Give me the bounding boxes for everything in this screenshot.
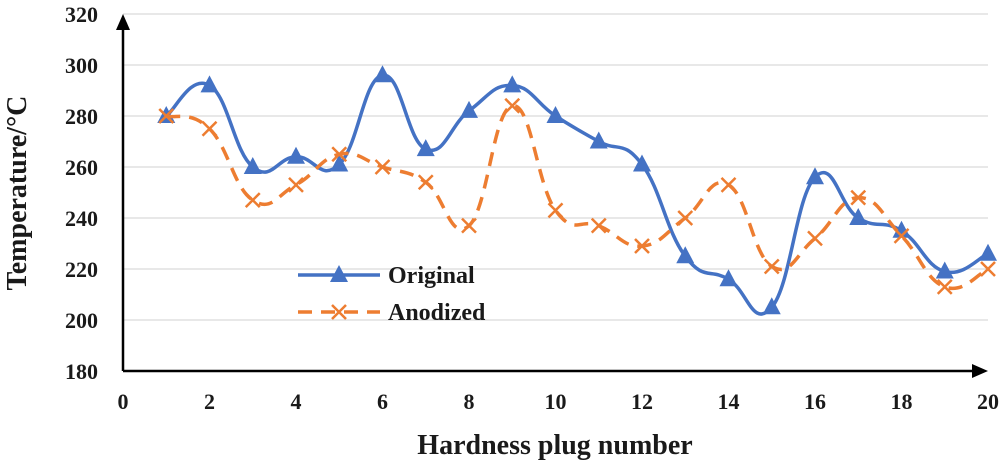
series-anodized	[158, 97, 996, 295]
x-tick-label-14: 14	[718, 389, 740, 414]
legend: Original Anodized	[298, 263, 486, 326]
point-original-4	[287, 146, 305, 164]
point-original-18	[892, 220, 911, 238]
point-anodized-13	[677, 210, 694, 226]
legend-marker-anodized	[331, 304, 347, 320]
point-anodized-15	[763, 258, 780, 275]
legend-label-anodized: Anodized	[388, 300, 486, 326]
y-tick-label-220: 220	[65, 257, 98, 282]
x-tick-label-16: 16	[804, 389, 826, 414]
series	[157, 65, 997, 316]
legend-item-original: Original	[298, 263, 475, 289]
y-tick-label-180: 180	[65, 359, 98, 384]
point-original-6	[373, 65, 392, 83]
point-original-5	[330, 154, 349, 172]
x-tick-label-2: 2	[204, 389, 215, 414]
point-original-3	[243, 157, 262, 174]
axes	[116, 14, 988, 378]
point-original-16	[806, 167, 824, 185]
point-anodized-5	[331, 146, 348, 163]
y-tick-label-260: 260	[65, 155, 98, 180]
point-original-17	[849, 208, 868, 225]
x-tick-label-18: 18	[891, 389, 913, 414]
x-tick-label-6: 6	[377, 389, 388, 414]
x-axis-arrow	[972, 364, 988, 378]
point-anodized-6	[374, 159, 391, 175]
x-tick-label-10: 10	[545, 389, 567, 414]
point-anodized-4	[288, 176, 304, 193]
point-anodized-11	[590, 217, 607, 234]
point-anodized-9	[504, 97, 521, 114]
point-original-14	[719, 269, 738, 287]
point-original-11	[589, 131, 608, 149]
series-line-original	[165, 73, 989, 316]
legend-item-anodized: Anodized	[298, 300, 486, 326]
x-tick-label-4: 4	[291, 389, 302, 414]
y-tick-label-320: 320	[65, 2, 98, 27]
y-axis-title: Temperature/°C	[2, 96, 33, 291]
point-anodized-8	[461, 217, 477, 234]
point-anodized-20	[980, 261, 996, 277]
y-tick-label-300: 300	[65, 53, 98, 78]
point-anodized-10	[547, 202, 564, 219]
point-original-8	[460, 100, 478, 118]
point-original-2	[200, 75, 219, 93]
point-anodized-7	[417, 174, 434, 191]
point-anodized-1	[158, 108, 175, 124]
point-anodized-14	[720, 176, 737, 193]
series-line-anodized	[165, 104, 989, 291]
y-tick-label-240: 240	[65, 206, 98, 231]
point-anodized-18	[893, 227, 910, 244]
point-original-15	[762, 297, 781, 315]
y-tick-label-200: 200	[65, 308, 98, 333]
point-original-12	[633, 154, 651, 172]
point-anodized-17	[850, 189, 867, 206]
x-tick-label-8: 8	[464, 389, 475, 414]
point-anodized-3	[244, 192, 261, 209]
x-axis-title: Hardness plug number	[417, 430, 692, 461]
point-anodized-16	[807, 230, 823, 247]
legend-label-original: Original	[388, 263, 475, 289]
x-tick-label-20: 20	[977, 389, 999, 414]
legend-marker-original	[330, 265, 348, 282]
point-anodized-2	[201, 120, 218, 137]
y-tick-label-280: 280	[65, 104, 98, 129]
x-tick-label-0: 0	[118, 389, 129, 414]
point-original-19	[935, 261, 954, 279]
point-original-7	[416, 139, 435, 157]
point-original-10	[546, 106, 565, 123]
point-original-13	[676, 246, 695, 264]
tick-labels: 180 200 220 240 260 280 300 320 0 2 4 6 8 10 12 14 16 18 2…	[65, 2, 999, 414]
series-original	[157, 65, 997, 316]
point-anodized-12	[634, 238, 650, 254]
x-tick-label-12: 12	[631, 389, 653, 414]
point-anodized-19	[936, 278, 953, 295]
point-original-9	[503, 75, 522, 93]
point-original-20	[979, 243, 997, 261]
y-axis-arrow	[116, 14, 130, 30]
